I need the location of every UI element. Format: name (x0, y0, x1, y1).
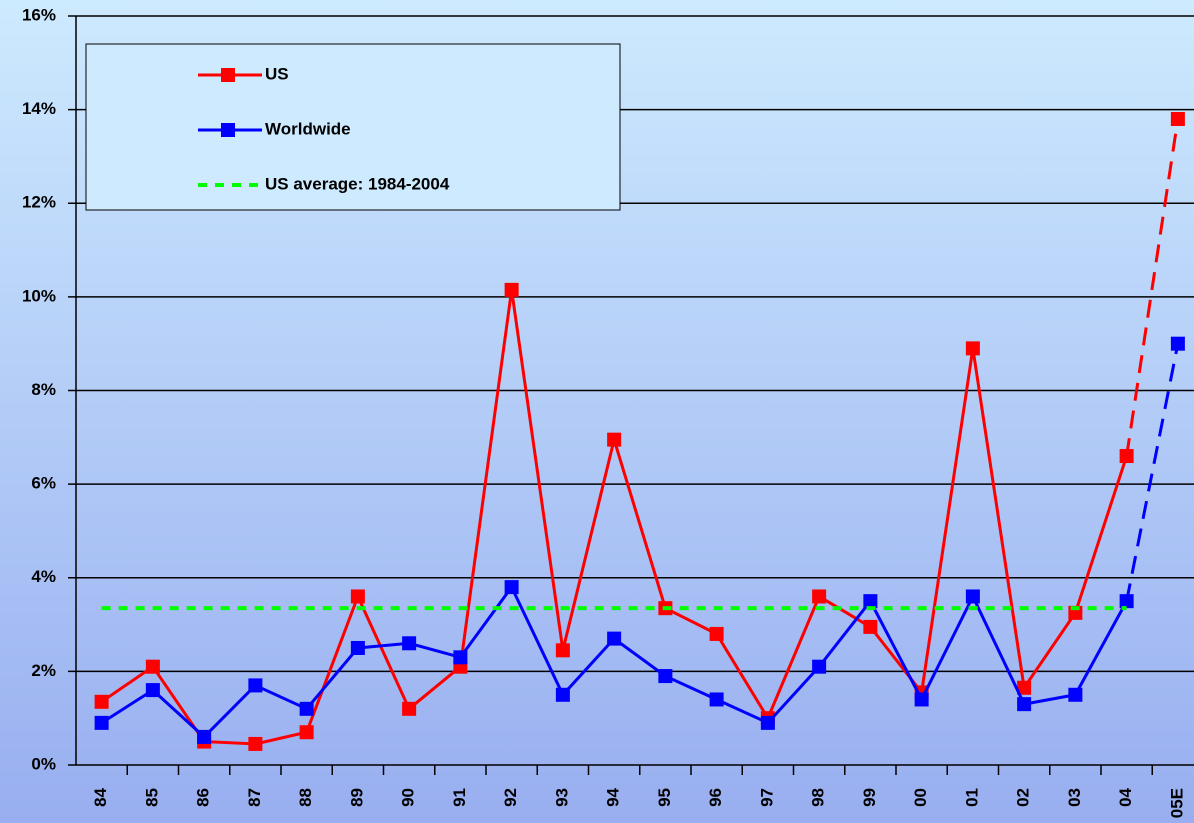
x-tick-label: 91 (450, 788, 469, 807)
x-tick-label: 93 (552, 788, 571, 807)
marker (299, 701, 314, 716)
legend-label: Worldwide (265, 119, 351, 138)
marker (197, 729, 212, 744)
y-tick-label: 4% (31, 567, 56, 586)
x-tick-label: 95 (655, 788, 674, 807)
marker (965, 589, 980, 604)
y-tick-label: 6% (31, 474, 56, 493)
y-tick-label: 10% (22, 286, 56, 305)
series-line-estimate (1125, 118, 1180, 457)
marker (812, 659, 827, 674)
x-tick-label: 96 (706, 788, 725, 807)
marker (145, 659, 160, 674)
y-tick-label: 14% (22, 99, 56, 118)
marker (1119, 594, 1134, 609)
marker (965, 341, 980, 356)
x-tick-label: 84 (91, 787, 110, 806)
x-tick-label: 85 (142, 788, 161, 807)
x-tick-label: 03 (1065, 788, 1084, 807)
x-tick-label: 86 (194, 788, 213, 807)
x-tick-label: 04 (1116, 787, 1135, 806)
y-tick-label: 8% (31, 380, 56, 399)
x-tick-label: 87 (245, 788, 264, 807)
marker (453, 650, 468, 665)
marker (402, 701, 417, 716)
x-tick-label: 01 (962, 788, 981, 807)
marker (914, 692, 929, 707)
marker (658, 669, 673, 684)
legend-marker (221, 123, 235, 137)
x-tick-label: 97 (757, 788, 776, 807)
marker (760, 715, 775, 730)
marker (402, 636, 417, 651)
x-tick-label: 92 (501, 788, 520, 807)
x-tick-label: 05E (1167, 788, 1186, 818)
marker (1119, 449, 1134, 464)
marker (555, 687, 570, 702)
x-tick-label: 02 (1014, 788, 1033, 807)
marker (94, 694, 109, 709)
series-line-estimate (1125, 343, 1180, 602)
marker (1170, 336, 1185, 351)
marker (504, 282, 519, 297)
marker (555, 643, 570, 658)
x-tick-label: 89 (347, 788, 366, 807)
marker (248, 736, 263, 751)
marker (504, 580, 519, 595)
x-tick-label: 90 (399, 788, 418, 807)
marker (863, 619, 878, 634)
legend-marker (221, 68, 235, 82)
marker (607, 631, 622, 646)
y-tick-label: 2% (31, 661, 56, 680)
x-tick-label: 99 (860, 788, 879, 807)
marker (607, 432, 622, 447)
marker (709, 692, 724, 707)
legend: US Worldwide US average: 1984-2004 (85, 43, 621, 211)
marker (145, 683, 160, 698)
marker (863, 594, 878, 609)
legend-label: US (265, 64, 289, 83)
marker (248, 678, 263, 693)
marker (709, 626, 724, 641)
x-tick-label: 98 (809, 788, 828, 807)
x-tick-label: 94 (604, 787, 623, 806)
marker (94, 715, 109, 730)
marker (812, 589, 827, 604)
x-tick-label: 00 (911, 788, 930, 807)
x-tick-label: 88 (296, 788, 315, 807)
y-tick-label: 12% (22, 193, 56, 212)
marker (1017, 680, 1032, 695)
marker (1068, 687, 1083, 702)
legend-label: US average: 1984-2004 (265, 174, 450, 193)
marker (1017, 697, 1032, 712)
marker (1170, 111, 1185, 126)
marker (350, 589, 365, 604)
legend-box (85, 43, 621, 211)
y-tick-label: 16% (22, 5, 56, 24)
y-tick-label: 0% (31, 754, 56, 773)
marker (299, 725, 314, 740)
marker (350, 640, 365, 655)
